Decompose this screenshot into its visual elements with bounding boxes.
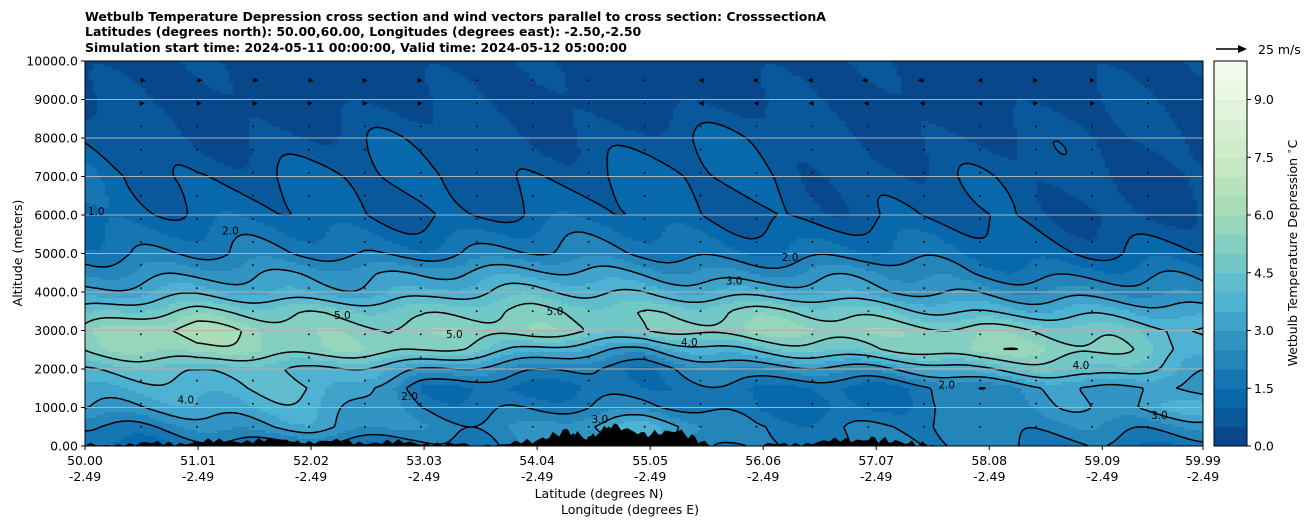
chart-title: Wetbulb Temperature Depression cross sec… <box>85 9 826 55</box>
title-line: Wetbulb Temperature Depression cross sec… <box>85 9 826 24</box>
plot-area: 1.02.05.05.05.04.03.02.04.02.03.02.04.03… <box>85 61 1206 449</box>
title-line: Simulation start time: 2024-05-11 00:00:… <box>85 40 627 55</box>
title-line: Latitudes (degrees north): 50.00,60.00, … <box>85 24 642 39</box>
